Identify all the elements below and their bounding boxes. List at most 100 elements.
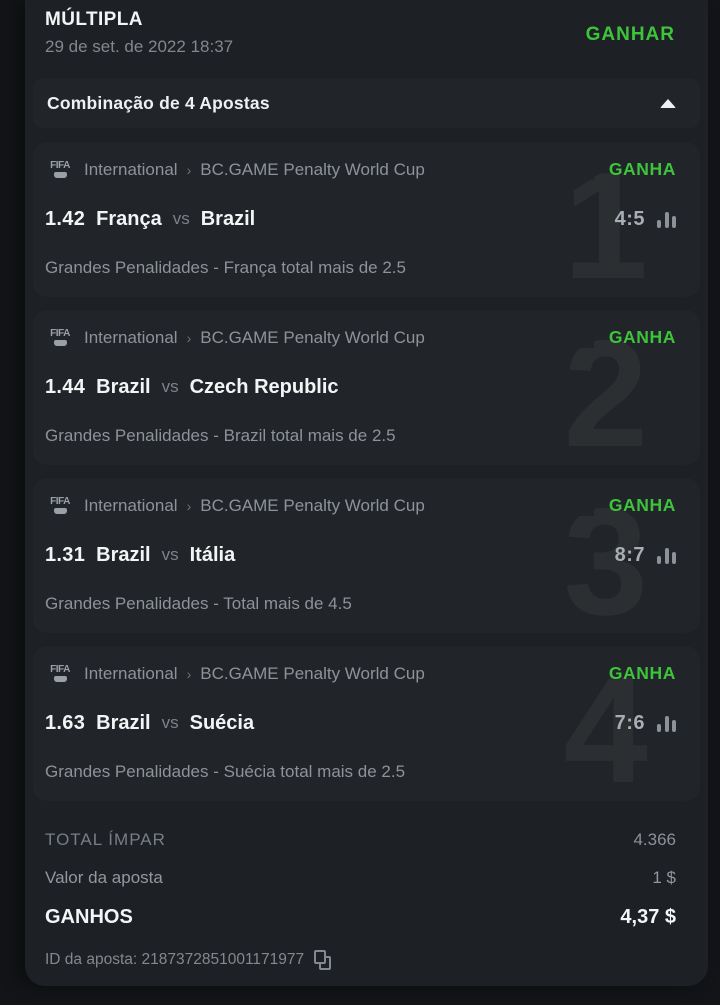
league-label: International [84,159,178,179]
tournament-wrap: BC.GAME Penalty World Cup [200,663,594,684]
tournament-fade [523,663,594,684]
bet-card-top-row: FIFA International › BC.GAME Penalty Wor… [45,663,676,684]
winnings-value: 4,37 $ [620,906,676,928]
bet-summary: TOTAL ÍMPAR 4.366 Valor da aposta 1 $ GA… [31,821,702,977]
score-group: 8:7 [615,544,676,567]
bet-card-top-row: FIFA International › BC.GAME Penalty Wor… [45,159,676,180]
vs-label: vs [161,377,179,396]
bet-odds: 1.44 [45,375,86,398]
bet-odds: 1.31 [45,543,86,566]
tournament-fade [523,327,594,348]
tournament-label: BC.GAME Penalty World Cup [200,663,425,683]
tournament-fade [523,159,594,180]
league-label: International [84,495,178,515]
breadcrumb-separator-icon: › [186,665,192,682]
fifa-icon-text: FIFA [50,328,70,339]
tournament-label: BC.GAME Penalty World Cup [200,159,425,179]
copy-icon[interactable] [314,950,332,970]
winnings-label: GANHOS [45,906,133,928]
stake-label: Valor da aposta [45,868,163,887]
away-team: Suécia [189,711,255,734]
bet-type-title: MÚLTIPLA [45,9,143,30]
breadcrumb-separator-icon: › [186,329,192,346]
market-label: Grandes Penalidades - Brazil total mais … [45,426,396,445]
bet-odds: 1.63 [45,711,86,734]
bet-card[interactable]: 3 FIFA International › BC.GAME Penalty W… [33,478,700,633]
combination-toggle[interactable]: Combinação de 4 Apostas [33,78,700,128]
away-team: Brazil [200,207,256,230]
bet-card-market-row: Grandes Penalidades - Suécia total mais … [45,762,676,782]
total-odds-row: TOTAL ÍMPAR 4.366 [33,821,700,859]
breadcrumb-separator-icon: › [186,161,192,178]
bet-odds: 1.42 [45,207,86,230]
total-odds-label: TOTAL ÍMPAR [45,830,166,849]
bet-header-left: MÚLTIPLA 29 de set. de 2022 18:37 [39,9,233,74]
stake-row: Valor da aposta 1 $ [33,859,700,897]
score-group: 7:6 [615,712,676,735]
league-label: International [84,663,178,683]
bet-status-badge: GANHA [608,663,676,683]
home-team: França [96,207,162,230]
bet-status-badge: GANHA [608,327,676,347]
bet-card[interactable]: 2 FIFA International › BC.GAME Penalty W… [33,310,700,465]
tournament-fade [523,495,594,516]
vs-label: vs [172,209,190,228]
bet-header: MÚLTIPLA 29 de set. de 2022 18:37 GANHAR [31,0,702,74]
bet-details-panel: MÚLTIPLA 29 de set. de 2022 18:37 GANHAR… [25,0,708,986]
bet-card-top-row: FIFA International › BC.GAME Penalty Wor… [45,495,676,516]
bet-card-match-row: 1.44 Brazil vs Czech Republic [45,376,676,399]
league-label: International [84,327,178,347]
tournament-wrap: BC.GAME Penalty World Cup [200,159,594,180]
tournament-label: BC.GAME Penalty World Cup [200,327,425,347]
fifa-icon-text: FIFA [50,664,70,675]
bet-card[interactable]: 4 FIFA International › BC.GAME Penalty W… [33,646,700,801]
gamepad-icon [53,172,67,178]
gamepad-icon [53,676,67,682]
fifa-icon: FIFA [45,665,75,682]
tournament-wrap: BC.GAME Penalty World Cup [200,495,594,516]
bet-card-market-row: Grandes Penalidades - Brazil total mais … [45,426,676,446]
stake-value: 1 $ [652,868,676,887]
bet-card-market-row: Grandes Penalidades - Total mais de 4.5 [45,594,676,614]
home-team: Brazil [96,375,151,398]
bet-date: 29 de set. de 2022 18:37 [45,37,234,56]
stats-icon[interactable] [657,211,676,228]
fifa-icon: FIFA [45,161,75,178]
stats-icon[interactable] [657,547,676,564]
stats-icon[interactable] [657,715,676,732]
gamepad-icon [53,340,67,346]
tournament-label: BC.GAME Penalty World Cup [200,495,425,515]
home-team: Brazil [96,711,151,734]
vs-label: vs [161,713,179,732]
total-odds-value: 4.366 [633,830,676,849]
gamepad-icon [53,508,67,514]
away-team: Czech Republic [189,375,339,398]
bet-status-badge: GANHA [608,495,676,515]
bet-card-match-row: 1.31 Brazil vs Itália 8:7 [45,544,676,567]
market-label: Grandes Penalidades - França total mais … [45,258,406,277]
vs-label: vs [161,545,179,564]
fifa-icon: FIFA [45,329,75,346]
fifa-icon-text: FIFA [50,160,70,171]
combination-label: Combinação de 4 Apostas [47,92,270,113]
match-score: 4:5 [614,207,645,230]
bet-card[interactable]: 1 FIFA International › BC.GAME Penalty W… [33,142,700,297]
match-score: 7:6 [614,711,645,734]
fifa-icon: FIFA [45,497,75,514]
match-score: 8:7 [614,543,645,566]
score-group: 4:5 [615,208,676,231]
bet-status-badge: GANHA [608,159,676,179]
market-label: Grandes Penalidades - Suécia total mais … [45,762,406,781]
bet-overall-status: GANHAR [585,24,675,45]
bet-card-match-row: 1.63 Brazil vs Suécia 7:6 [45,712,676,735]
breadcrumb-separator-icon: › [186,497,192,514]
chevron-up-icon[interactable] [660,98,676,108]
away-team: Itália [189,543,236,566]
bet-card-top-row: FIFA International › BC.GAME Penalty Wor… [45,327,676,348]
bet-card-match-row: 1.42 França vs Brazil 4:5 [45,208,676,231]
fifa-icon-text: FIFA [50,496,70,507]
winnings-row: GANHOS 4,37 $ [33,897,700,938]
market-label: Grandes Penalidades - Total mais de 4.5 [45,594,352,613]
tournament-wrap: BC.GAME Penalty World Cup [200,327,594,348]
bet-card-market-row: Grandes Penalidades - França total mais … [45,258,676,278]
